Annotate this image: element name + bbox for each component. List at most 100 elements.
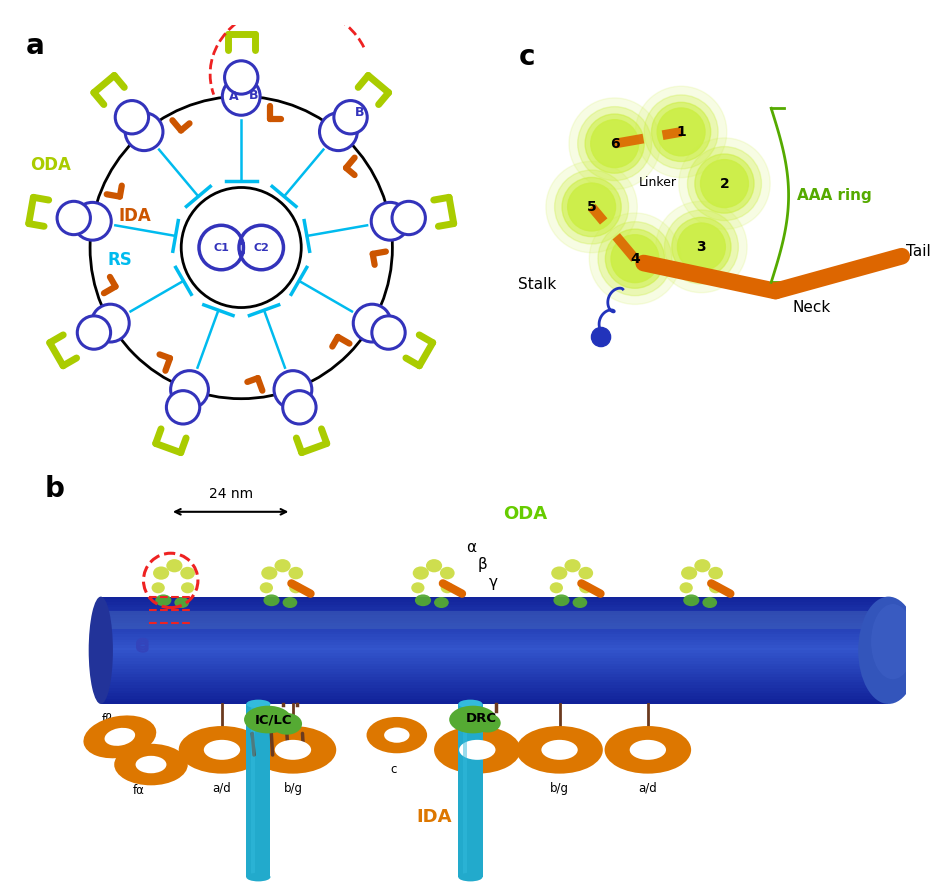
Polygon shape (101, 623, 888, 626)
Ellipse shape (579, 583, 592, 593)
Ellipse shape (679, 583, 692, 593)
Polygon shape (101, 674, 888, 677)
Ellipse shape (105, 728, 135, 746)
Ellipse shape (246, 873, 271, 881)
Circle shape (695, 154, 754, 213)
Ellipse shape (572, 597, 587, 608)
Circle shape (57, 202, 91, 234)
Ellipse shape (155, 594, 171, 606)
Ellipse shape (415, 594, 431, 606)
Circle shape (222, 78, 260, 115)
Circle shape (652, 103, 710, 162)
Polygon shape (101, 698, 888, 701)
Polygon shape (101, 659, 888, 661)
Polygon shape (101, 680, 888, 682)
Polygon shape (101, 693, 888, 696)
Polygon shape (101, 639, 888, 643)
Ellipse shape (550, 583, 563, 593)
Ellipse shape (458, 873, 482, 881)
Circle shape (283, 391, 316, 424)
Ellipse shape (260, 583, 273, 593)
Polygon shape (101, 656, 888, 659)
Polygon shape (101, 636, 888, 639)
Polygon shape (251, 704, 254, 877)
Polygon shape (101, 607, 888, 610)
Text: 3: 3 (696, 240, 707, 254)
Ellipse shape (702, 597, 717, 608)
Ellipse shape (694, 559, 710, 572)
Ellipse shape (135, 756, 166, 774)
Ellipse shape (384, 728, 410, 743)
Polygon shape (101, 613, 888, 615)
Ellipse shape (434, 726, 520, 774)
Polygon shape (101, 631, 888, 634)
Polygon shape (101, 672, 888, 674)
Circle shape (372, 316, 405, 349)
Circle shape (334, 101, 367, 133)
Text: Linker: Linker (639, 176, 677, 189)
Ellipse shape (553, 594, 569, 606)
Ellipse shape (166, 559, 183, 572)
Circle shape (320, 113, 358, 150)
Polygon shape (101, 669, 888, 672)
Text: a/d: a/d (213, 781, 232, 795)
Circle shape (578, 107, 652, 180)
Circle shape (591, 327, 610, 347)
Ellipse shape (181, 583, 194, 593)
Polygon shape (101, 701, 888, 704)
Ellipse shape (153, 567, 169, 580)
Text: fα: fα (133, 784, 145, 797)
Polygon shape (101, 612, 888, 629)
Ellipse shape (871, 604, 915, 679)
Ellipse shape (261, 567, 277, 580)
Ellipse shape (366, 717, 428, 753)
Ellipse shape (517, 726, 603, 774)
Circle shape (92, 304, 130, 342)
Text: 1: 1 (676, 125, 686, 139)
Circle shape (274, 370, 312, 408)
Circle shape (78, 316, 111, 349)
Ellipse shape (263, 594, 280, 606)
Ellipse shape (475, 713, 500, 733)
Ellipse shape (274, 559, 290, 572)
Text: Neck: Neck (793, 300, 832, 315)
Ellipse shape (709, 567, 723, 579)
Ellipse shape (289, 583, 303, 593)
Circle shape (569, 98, 660, 189)
Text: γ: γ (488, 575, 498, 590)
Text: e: e (474, 781, 481, 795)
Ellipse shape (858, 597, 919, 704)
Ellipse shape (630, 740, 666, 760)
Polygon shape (101, 651, 888, 653)
Ellipse shape (434, 597, 448, 608)
Polygon shape (101, 667, 888, 669)
Text: ODA: ODA (30, 156, 71, 174)
Circle shape (679, 138, 770, 229)
Ellipse shape (151, 583, 165, 593)
Ellipse shape (250, 726, 336, 774)
Polygon shape (101, 618, 888, 621)
Polygon shape (101, 599, 888, 602)
Polygon shape (101, 685, 888, 688)
Ellipse shape (552, 567, 568, 580)
Text: IDA: IDA (416, 808, 452, 826)
Circle shape (562, 178, 622, 237)
Circle shape (589, 213, 681, 304)
Ellipse shape (565, 559, 581, 572)
Ellipse shape (426, 559, 442, 572)
Circle shape (605, 229, 664, 288)
Ellipse shape (203, 740, 240, 760)
Text: ODA: ODA (503, 506, 547, 523)
Text: C1: C1 (213, 242, 229, 253)
Text: 6: 6 (610, 137, 620, 150)
Ellipse shape (412, 567, 429, 580)
Text: Tail: Tail (906, 244, 931, 259)
Circle shape (656, 202, 747, 293)
Ellipse shape (459, 740, 496, 760)
Circle shape (677, 223, 726, 271)
Circle shape (392, 202, 426, 234)
Circle shape (585, 114, 644, 173)
Text: DRC: DRC (466, 713, 498, 725)
Ellipse shape (449, 705, 497, 734)
Circle shape (701, 160, 748, 208)
